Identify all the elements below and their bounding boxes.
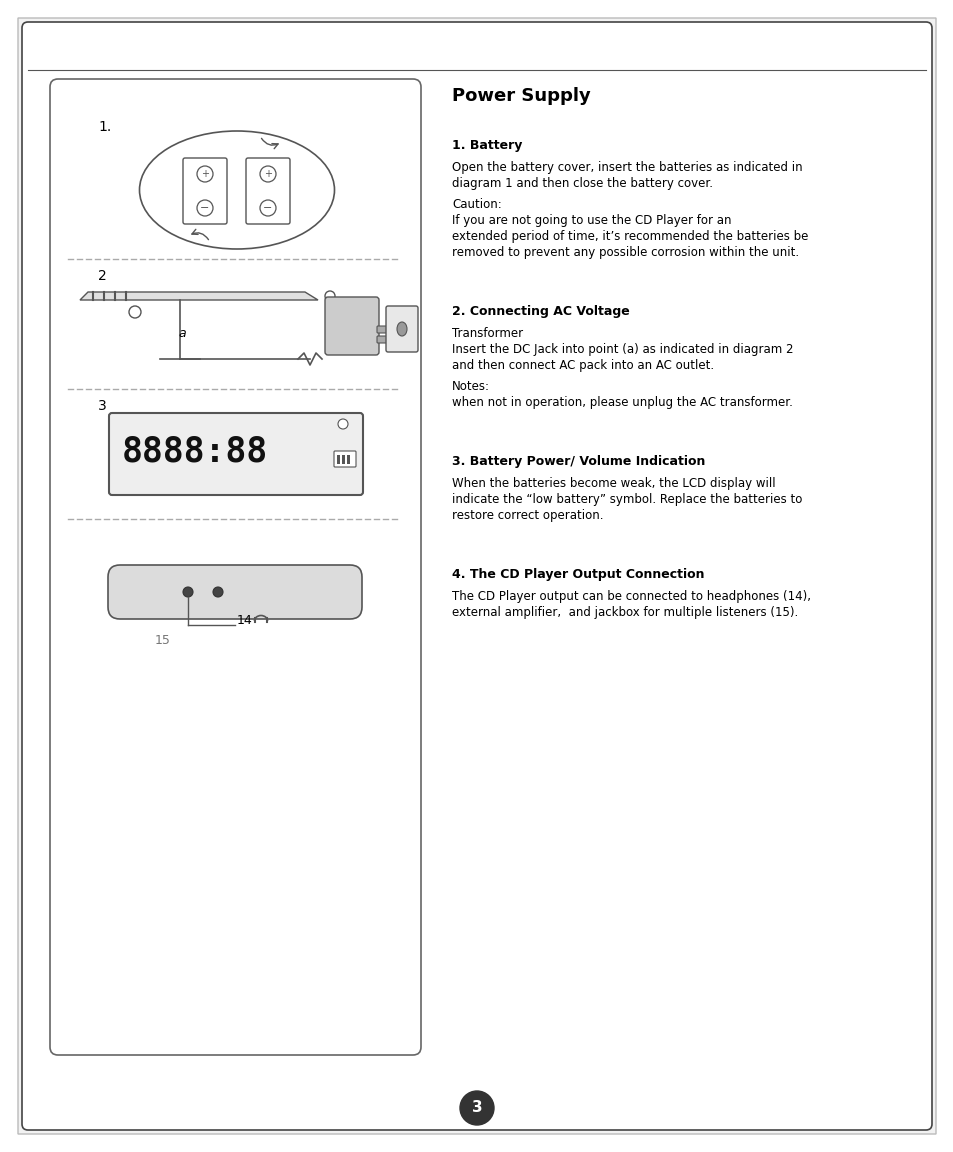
Text: when not in operation, please unplug the AC transformer.: when not in operation, please unplug the… (452, 396, 792, 409)
Ellipse shape (396, 323, 407, 336)
Ellipse shape (139, 131, 335, 249)
Circle shape (337, 419, 348, 429)
Text: −: − (200, 203, 210, 213)
Circle shape (183, 588, 193, 597)
Text: indicate the “low battery” symbol. Replace the batteries to: indicate the “low battery” symbol. Repla… (452, 493, 801, 506)
Circle shape (260, 166, 275, 182)
Text: 3: 3 (98, 399, 107, 414)
Text: −: − (263, 203, 273, 213)
FancyBboxPatch shape (183, 158, 227, 223)
FancyBboxPatch shape (376, 336, 387, 343)
FancyBboxPatch shape (341, 455, 345, 464)
FancyBboxPatch shape (347, 455, 350, 464)
Circle shape (260, 200, 275, 217)
Text: +: + (264, 169, 272, 179)
Text: external amplifier,  and jackbox for multiple listeners (15).: external amplifier, and jackbox for mult… (452, 606, 798, 619)
Text: 1. Battery: 1. Battery (452, 139, 522, 152)
Text: Open the battery cover, insert the batteries as indicated in: Open the battery cover, insert the batte… (452, 161, 801, 174)
Text: If you are not going to use the CD Player for an: If you are not going to use the CD Playe… (452, 214, 731, 227)
FancyBboxPatch shape (325, 297, 378, 355)
FancyBboxPatch shape (109, 414, 363, 495)
Text: +: + (201, 169, 209, 179)
Text: Caution:: Caution: (452, 198, 501, 211)
Circle shape (213, 588, 223, 597)
Text: 14: 14 (236, 614, 253, 628)
Text: 3: 3 (471, 1100, 482, 1115)
FancyBboxPatch shape (22, 22, 931, 1130)
Text: Insert the DC Jack into point (a) as indicated in diagram 2: Insert the DC Jack into point (a) as ind… (452, 343, 793, 356)
Text: Transformer: Transformer (452, 327, 522, 340)
Text: 15: 15 (154, 634, 171, 646)
Text: When the batteries become weak, the LCD display will: When the batteries become weak, the LCD … (452, 477, 775, 490)
Polygon shape (80, 291, 317, 300)
Text: 2. Connecting AC Voltage: 2. Connecting AC Voltage (452, 305, 629, 318)
Text: restore correct operation.: restore correct operation. (452, 509, 603, 522)
FancyBboxPatch shape (246, 158, 290, 223)
Text: Notes:: Notes: (452, 380, 490, 393)
FancyBboxPatch shape (376, 326, 387, 333)
Text: 4. The CD Player Output Connection: 4. The CD Player Output Connection (452, 568, 703, 581)
Text: 2: 2 (98, 270, 107, 283)
Circle shape (129, 306, 141, 318)
FancyBboxPatch shape (336, 455, 339, 464)
FancyBboxPatch shape (334, 450, 355, 467)
Circle shape (325, 291, 335, 301)
Text: a: a (178, 327, 186, 340)
FancyBboxPatch shape (386, 306, 417, 353)
Text: 1.: 1. (98, 120, 112, 134)
Text: 8888:88: 8888:88 (122, 435, 268, 469)
Text: 3. Battery Power/ Volume Indication: 3. Battery Power/ Volume Indication (452, 455, 704, 468)
Text: diagram 1 and then close the battery cover.: diagram 1 and then close the battery cov… (452, 177, 712, 190)
FancyBboxPatch shape (108, 564, 361, 619)
Text: extended period of time, it’s recommended the batteries be: extended period of time, it’s recommende… (452, 230, 807, 243)
FancyBboxPatch shape (18, 18, 935, 1134)
Circle shape (196, 166, 213, 182)
FancyBboxPatch shape (50, 79, 420, 1055)
Circle shape (459, 1091, 494, 1126)
Circle shape (196, 200, 213, 217)
Text: Power Supply: Power Supply (452, 88, 590, 105)
Text: The CD Player output can be connected to headphones (14),: The CD Player output can be connected to… (452, 590, 810, 602)
Text: and then connect AC pack into an AC outlet.: and then connect AC pack into an AC outl… (452, 359, 714, 372)
Text: removed to prevent any possible corrosion within the unit.: removed to prevent any possible corrosio… (452, 247, 799, 259)
